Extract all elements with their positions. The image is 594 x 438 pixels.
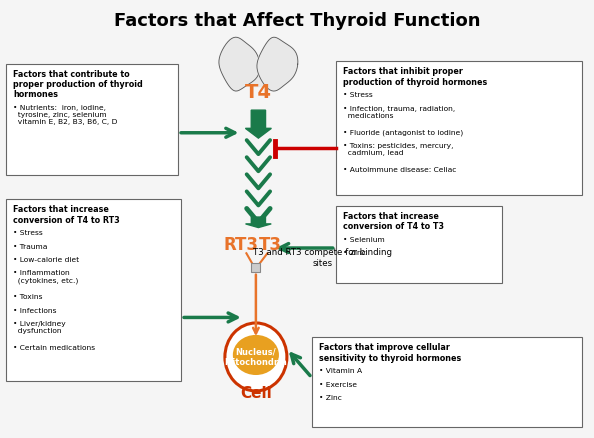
Text: Factors that increase
conversion of T4 to RT3: Factors that increase conversion of T4 t… (13, 205, 119, 225)
Text: • Nutrients:  iron, iodine,
  tyrosine, zinc, selenium
  vitamin E, B2, B3, B6, : • Nutrients: iron, iodine, tyrosine, zin… (13, 105, 117, 125)
Text: • Inflammation
  (cytokines, etc.): • Inflammation (cytokines, etc.) (13, 271, 78, 284)
Polygon shape (245, 110, 271, 138)
Text: • Certain medications: • Certain medications (13, 345, 95, 351)
FancyBboxPatch shape (312, 337, 582, 427)
FancyBboxPatch shape (6, 64, 178, 175)
Text: • Selenium: • Selenium (343, 237, 384, 243)
FancyBboxPatch shape (336, 206, 502, 283)
Text: Factors that increase
conversion of T4 to T3: Factors that increase conversion of T4 t… (343, 212, 444, 231)
Text: Factors that improve cellular
sensitivity to thyroid hormones: Factors that improve cellular sensitivit… (319, 343, 461, 363)
Text: • Trauma: • Trauma (13, 244, 48, 250)
Text: • Zinc: • Zinc (319, 395, 342, 401)
FancyBboxPatch shape (251, 263, 260, 272)
FancyBboxPatch shape (336, 61, 582, 195)
Text: • Toxins: pesticides, mercury,
  cadmium, lead: • Toxins: pesticides, mercury, cadmium, … (343, 143, 453, 156)
Text: T4: T4 (245, 83, 272, 102)
Text: • Low-calorie diet: • Low-calorie diet (13, 257, 79, 263)
Text: • Toxins: • Toxins (13, 294, 42, 300)
Text: Nucleus/: Nucleus/ (236, 347, 276, 357)
Text: Factors that contribute to
proper production of thyroid
hormones: Factors that contribute to proper produc… (13, 70, 143, 99)
Text: • Autoimmune disease: Celiac: • Autoimmune disease: Celiac (343, 167, 456, 173)
Polygon shape (219, 37, 260, 91)
Text: • Infections: • Infections (13, 308, 56, 314)
Ellipse shape (234, 336, 278, 374)
Polygon shape (257, 37, 298, 91)
Text: • Zinc: • Zinc (343, 250, 365, 256)
Polygon shape (245, 217, 271, 228)
Text: • Fluoride (antagonist to iodine): • Fluoride (antagonist to iodine) (343, 130, 463, 136)
Text: Factors that inhibit proper
production of thyroid hormones: Factors that inhibit proper production o… (343, 67, 487, 87)
FancyBboxPatch shape (6, 199, 181, 381)
Text: • Infection, trauma, radiation,
  medications: • Infection, trauma, radiation, medicati… (343, 106, 455, 119)
Text: RT3: RT3 (224, 236, 259, 254)
Text: Cell: Cell (240, 386, 272, 402)
Text: Mitochondria: Mitochondria (225, 358, 287, 367)
Text: T3: T3 (259, 236, 282, 254)
Text: • Exercise: • Exercise (319, 381, 357, 388)
Text: • Stress: • Stress (343, 92, 372, 98)
Text: • Liver/kidney
  dysfunction: • Liver/kidney dysfunction (13, 321, 66, 334)
Text: • Vitamin A: • Vitamin A (319, 368, 362, 374)
Text: T3 and RT3 compete for binding
sites: T3 and RT3 compete for binding sites (253, 248, 392, 268)
Text: • Stress: • Stress (13, 230, 43, 236)
Text: Factors that Affect Thyroid Function: Factors that Affect Thyroid Function (113, 12, 481, 30)
Ellipse shape (225, 323, 287, 391)
